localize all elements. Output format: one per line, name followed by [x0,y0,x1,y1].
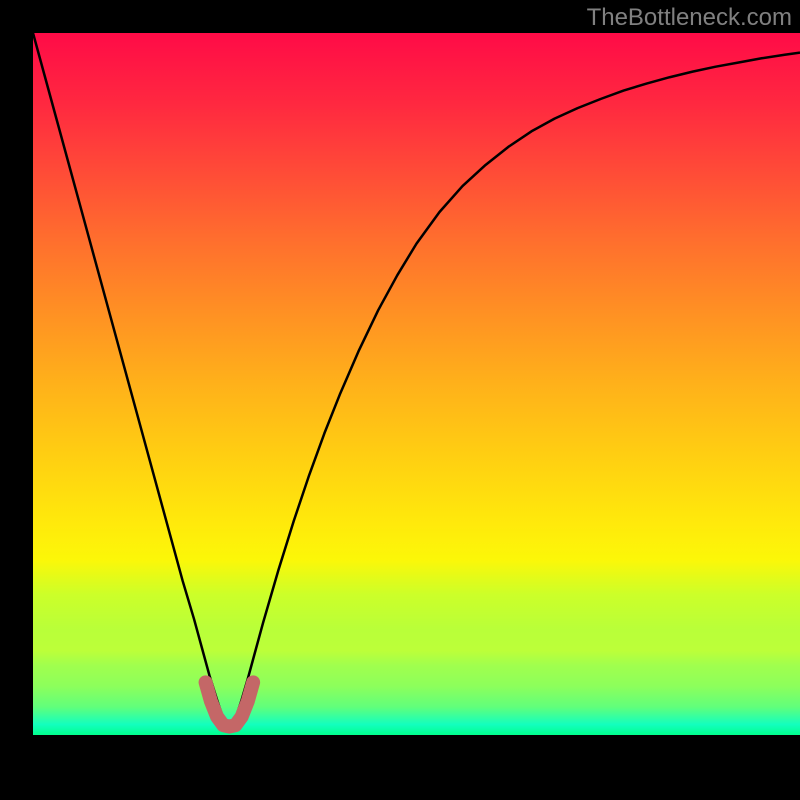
gradient-background [33,33,800,735]
chart-svg [33,33,800,735]
watermark-text: TheBottleneck.com [587,4,792,32]
plot-area [33,33,800,735]
chart-container: { "watermark": { "text": "TheBottleneck.… [0,0,800,800]
